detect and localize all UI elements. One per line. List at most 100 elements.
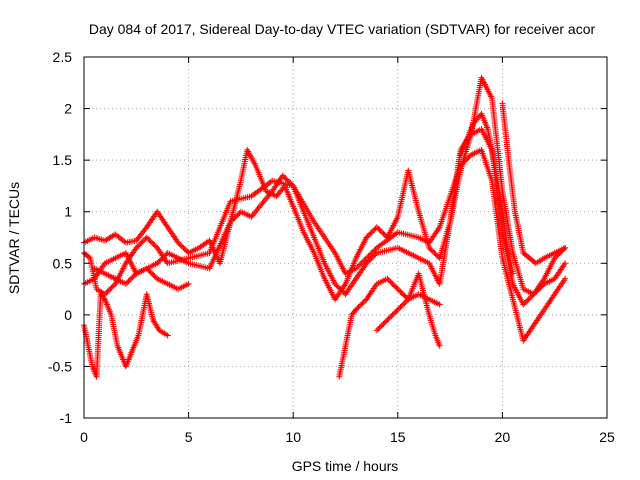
data-point [362,255,369,262]
data-point [365,253,372,260]
data-point [185,280,192,287]
data-point [359,258,366,265]
data-point [368,229,375,236]
data-point [230,216,237,223]
data-point [432,251,439,258]
data-point [279,172,286,179]
data-point [103,289,110,296]
data-point [100,295,107,302]
data-point [375,225,382,232]
y-tick-label: 1 [64,204,72,220]
data-point [393,230,400,237]
data-point [397,288,404,295]
data-point [151,273,158,280]
data-point [402,298,409,305]
data-point [381,231,388,238]
data-point [133,244,140,251]
x-tick-label: 25 [599,429,615,445]
data-point [380,320,387,327]
data-point [380,230,387,237]
data-point [146,237,153,244]
data-point [355,304,362,311]
data-point [128,275,135,282]
data-point [150,240,157,247]
data-point [533,288,540,295]
data-point [379,322,386,329]
data-point [182,247,189,254]
data-point [385,315,392,322]
data-point [368,250,375,257]
x-axis-label: GPS time / hours [292,458,399,474]
data-point [384,275,391,282]
data-point [352,306,359,313]
data-point [465,154,472,161]
data-point [338,287,345,294]
data-point [366,231,373,238]
data-point [141,237,148,244]
data-point [554,252,561,259]
data-point [537,284,544,291]
data-point [107,286,114,293]
data-point [462,157,469,164]
data-point [333,282,340,289]
data-point [386,278,393,285]
data-point [135,242,142,249]
x-tick-label: 10 [285,429,301,445]
y-tick-label: 2 [64,101,72,117]
x-tick-label: 0 [80,429,88,445]
data-point [371,247,378,254]
series-track-1 [81,74,569,303]
data-point [131,271,138,278]
data-point [122,280,129,287]
data-point [352,265,359,272]
chart-title: Day 084 of 2017, Sidereal Day-to-day VTE… [89,21,596,37]
data-point [180,244,187,251]
data-point [146,268,153,275]
y-tick-label: -0.5 [48,358,72,374]
data-point [111,282,118,289]
data-point [334,283,341,290]
data-point [129,274,136,281]
data-point [376,226,383,233]
data-point [461,158,468,165]
data-point [108,284,115,291]
data-point [281,173,288,180]
data-point [235,211,242,218]
data-point [181,246,188,253]
data-point [177,242,184,249]
data-point [152,274,159,281]
data-point [390,282,397,289]
data-point [143,234,150,241]
axis-ticks: 0 5 10 15 20 25 -1 -0.5 0 0.5 1 1.5 2 2.5 [48,49,615,445]
data-point [529,292,536,299]
series-track-6 [373,291,443,334]
y-tick-label: 1.5 [53,152,73,168]
data-point [390,310,397,317]
data-point [125,278,132,285]
data-point [522,298,529,305]
data-point [431,249,438,256]
data-point [375,326,382,333]
data-point [355,262,362,269]
data-point [176,240,183,247]
data-point [373,224,380,231]
data-point [283,176,290,183]
data-point [145,235,152,242]
data-point [134,243,141,250]
data-point [147,269,154,276]
data-point [538,283,545,290]
data-point [227,219,234,226]
data-point [434,252,441,259]
data-point [393,284,400,291]
data-point [366,257,373,264]
plot-frame [83,56,608,419]
data-point [426,244,433,251]
data-point [371,226,378,233]
data-point [377,228,384,235]
data-point [105,287,112,294]
data-point [428,247,435,254]
grid [84,57,607,418]
data-point [398,302,405,309]
data-point [384,317,391,324]
